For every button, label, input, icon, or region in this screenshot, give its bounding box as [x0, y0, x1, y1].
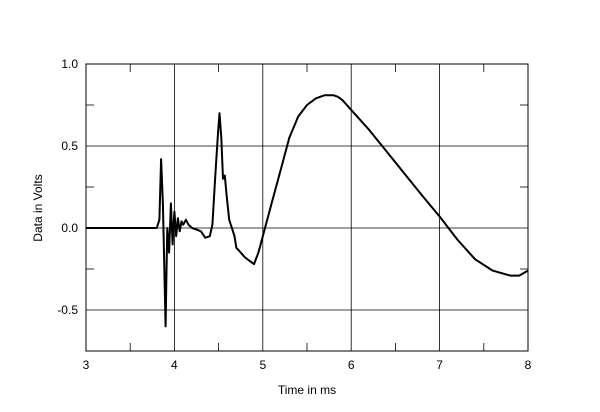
y-tick-label: -0.5	[57, 303, 78, 317]
y-tick-label: 0.0	[61, 221, 78, 235]
grid	[85, 63, 529, 351]
y-tick-label: 1.0	[61, 57, 78, 71]
series-line	[86, 94, 529, 328]
x-tick-label: 6	[348, 358, 355, 372]
minor-ticks	[86, 64, 528, 352]
x-tick-label: 5	[259, 358, 266, 372]
x-tick-label: 7	[436, 358, 443, 372]
y-tick-labels: -0.5 0.0 0.5 1.0	[57, 57, 78, 317]
x-tick-label: 4	[171, 358, 178, 372]
x-tick-labels: 3 4 5 6 7 8	[83, 358, 532, 372]
x-tick-label: 8	[525, 358, 532, 372]
x-axis-label: Time in ms	[278, 383, 336, 397]
plot-frame	[85, 63, 529, 352]
x-tick-label: 3	[83, 358, 90, 372]
y-tick-label: 0.5	[61, 139, 78, 153]
series-layer	[86, 94, 529, 328]
y-axis-label: Data in Volts	[31, 174, 45, 241]
